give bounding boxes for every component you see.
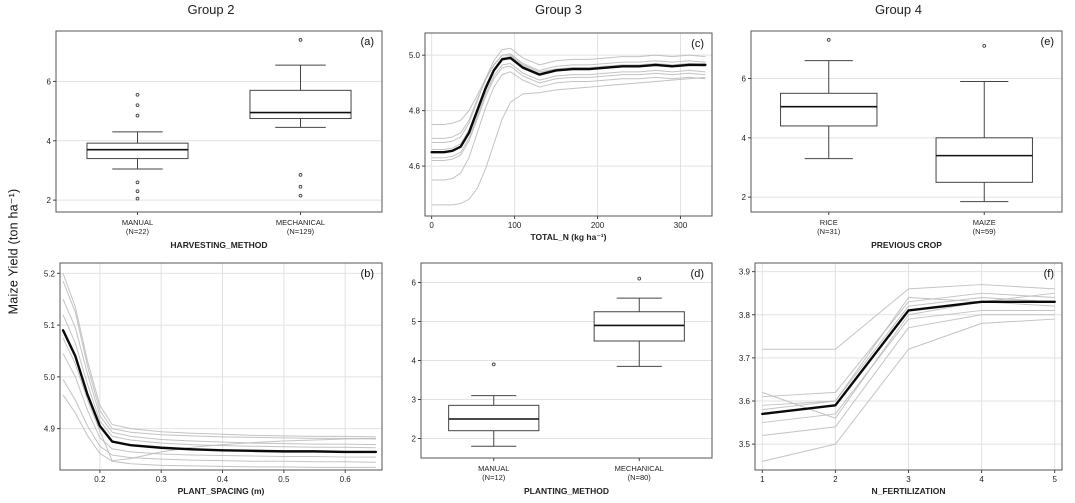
svg-text:(d): (d) — [691, 268, 704, 280]
svg-text:0.4: 0.4 — [217, 475, 229, 484]
chart-b: 0.2 0.3 0.4 0.5 0.6 4.9 5.0 5.1 5.2 PLANT_SPACING… — [44, 262, 383, 496]
chart-a: MANUAL(N=22) MECHANICAL(N=129) 2 4 6 HARVESTI… — [47, 30, 383, 250]
panel-a-harvesting-method-boxplot: MANUAL (N=22) MECHANICAL (N=129) 2 4 6 HARVESTI… — [32, 24, 390, 252]
svg-text:300: 300 — [674, 221, 688, 230]
svg-text:5.0: 5.0 — [44, 373, 56, 382]
svg-text:5: 5 — [412, 318, 417, 327]
panel-f-n-fertilization-line-chart: 1 2 3 4 5 3.5 3.6 3.7 3.8 3.9 N_FERTILIZATION (f) — [727, 256, 1070, 498]
svg-text:6: 6 — [47, 77, 52, 86]
svg-text:(f): (f) — [1044, 268, 1054, 280]
svg-text:4: 4 — [979, 475, 984, 484]
svg-text:(N=31): (N=31) — [817, 227, 841, 236]
group-header-group2: Group 2 — [187, 2, 235, 17]
svg-text:(N=12): (N=12) — [482, 473, 506, 482]
svg-text:MANUAL: MANUAL — [122, 218, 153, 227]
svg-text:5.1: 5.1 — [44, 321, 56, 330]
svg-text:1: 1 — [760, 475, 765, 484]
svg-text:PLANTING_METHOD: PLANTING_METHOD — [524, 486, 609, 496]
panel-d-planting-method-boxplot: MANUAL (N=12) MECHANICAL (N=80) 2 3 4 5 6 PLANTIN… — [397, 256, 720, 498]
svg-text:4.9: 4.9 — [44, 425, 56, 434]
chart-c: 0 100 200 300 4.6 4.8 5.0 TOTAL_N (kg ha⁻¹) (c) — [409, 32, 713, 242]
svg-text:4: 4 — [412, 357, 417, 366]
svg-text:MECHANICAL: MECHANICAL — [276, 218, 325, 227]
group-header-group4: Group 4 — [875, 2, 922, 17]
group-header-group3: Group 3 — [535, 2, 582, 17]
svg-text:0.6: 0.6 — [340, 475, 352, 484]
y-axis-label-wrap: Maize Yield (ton ha⁻¹) — [0, 0, 26, 503]
svg-text:3.9: 3.9 — [739, 268, 751, 277]
svg-text:0: 0 — [429, 221, 434, 230]
svg-text:MECHANICAL: MECHANICAL — [615, 464, 664, 473]
svg-text:5: 5 — [1052, 475, 1057, 484]
panel-b-plant-spacing-line-chart: 0.2 0.3 0.4 0.5 0.6 4.9 5.0 5.1 5.2 PLANT_SPACING… — [32, 256, 390, 498]
svg-text:3.5: 3.5 — [739, 440, 751, 449]
panel-c-total-n-line-chart: 0 100 200 300 4.6 4.8 5.0 TOTAL_N (kg ha⁻¹) (c) — [397, 26, 720, 244]
svg-text:MANUAL: MANUAL — [478, 464, 509, 473]
svg-text:4: 4 — [742, 134, 747, 143]
svg-text:N_FERTILIZATION: N_FERTILIZATION — [872, 486, 946, 496]
svg-text:3: 3 — [906, 475, 911, 484]
svg-text:(N=59): (N=59) — [973, 227, 997, 236]
svg-text:100: 100 — [508, 221, 522, 230]
svg-text:3.7: 3.7 — [739, 354, 751, 363]
svg-text:4.8: 4.8 — [409, 107, 421, 116]
svg-text:3.8: 3.8 — [739, 311, 751, 320]
svg-text:(N=80): (N=80) — [628, 473, 652, 482]
svg-text:(a): (a) — [361, 36, 374, 48]
svg-text:HARVESTING_METHOD: HARVESTING_METHOD — [170, 240, 267, 250]
svg-text:TOTAL_N (kg ha⁻¹): TOTAL_N (kg ha⁻¹) — [531, 232, 607, 242]
svg-text:2: 2 — [742, 193, 747, 202]
figure-y-axis-label: Maize Yield (ton ha⁻¹) — [6, 188, 21, 315]
svg-text:4.6: 4.6 — [409, 162, 421, 171]
chart-f: 1 2 3 4 5 3.5 3.6 3.7 3.8 3.9 N_FERTILIZATION (f) — [739, 262, 1063, 496]
svg-text:0.5: 0.5 — [278, 475, 290, 484]
chart-e: RICE(N=31) MAIZE(N=59) 2 4 6 PREVIOUS CROP (e) — [742, 30, 1063, 250]
svg-text:0.2: 0.2 — [94, 475, 106, 484]
svg-text:(e): (e) — [1041, 36, 1054, 48]
svg-text:(b): (b) — [361, 268, 374, 280]
svg-text:3.6: 3.6 — [739, 397, 751, 406]
svg-text:6: 6 — [412, 279, 417, 288]
svg-text:MAIZE: MAIZE — [973, 218, 996, 227]
svg-text:200: 200 — [591, 221, 605, 230]
svg-text:RICE: RICE — [820, 218, 838, 227]
svg-text:5.0: 5.0 — [409, 51, 421, 60]
svg-text:(c): (c) — [691, 38, 704, 50]
chart-d: MANUAL(N=12) MECHANICAL(N=80) 2 3 4 5 6 PLANTIN… — [412, 262, 713, 496]
svg-text:6: 6 — [742, 74, 747, 83]
svg-text:3: 3 — [412, 396, 417, 405]
svg-text:5.2: 5.2 — [44, 269, 56, 278]
svg-text:2: 2 — [833, 475, 838, 484]
svg-text:0.3: 0.3 — [156, 475, 168, 484]
svg-text:(N=129): (N=129) — [287, 227, 315, 236]
svg-text:4: 4 — [47, 137, 52, 146]
svg-text:2: 2 — [412, 435, 417, 444]
svg-text:PREVIOUS CROP: PREVIOUS CROP — [871, 240, 942, 250]
svg-text:2: 2 — [47, 196, 52, 205]
svg-text:(N=22): (N=22) — [126, 227, 150, 236]
svg-text:PLANT_SPACING (m): PLANT_SPACING (m) — [178, 486, 265, 496]
panel-e-previous-crop-boxplot: RICE (N=31) MAIZE (N=59) 2 4 6 PREVIOUS CROP (e) — [727, 24, 1070, 252]
